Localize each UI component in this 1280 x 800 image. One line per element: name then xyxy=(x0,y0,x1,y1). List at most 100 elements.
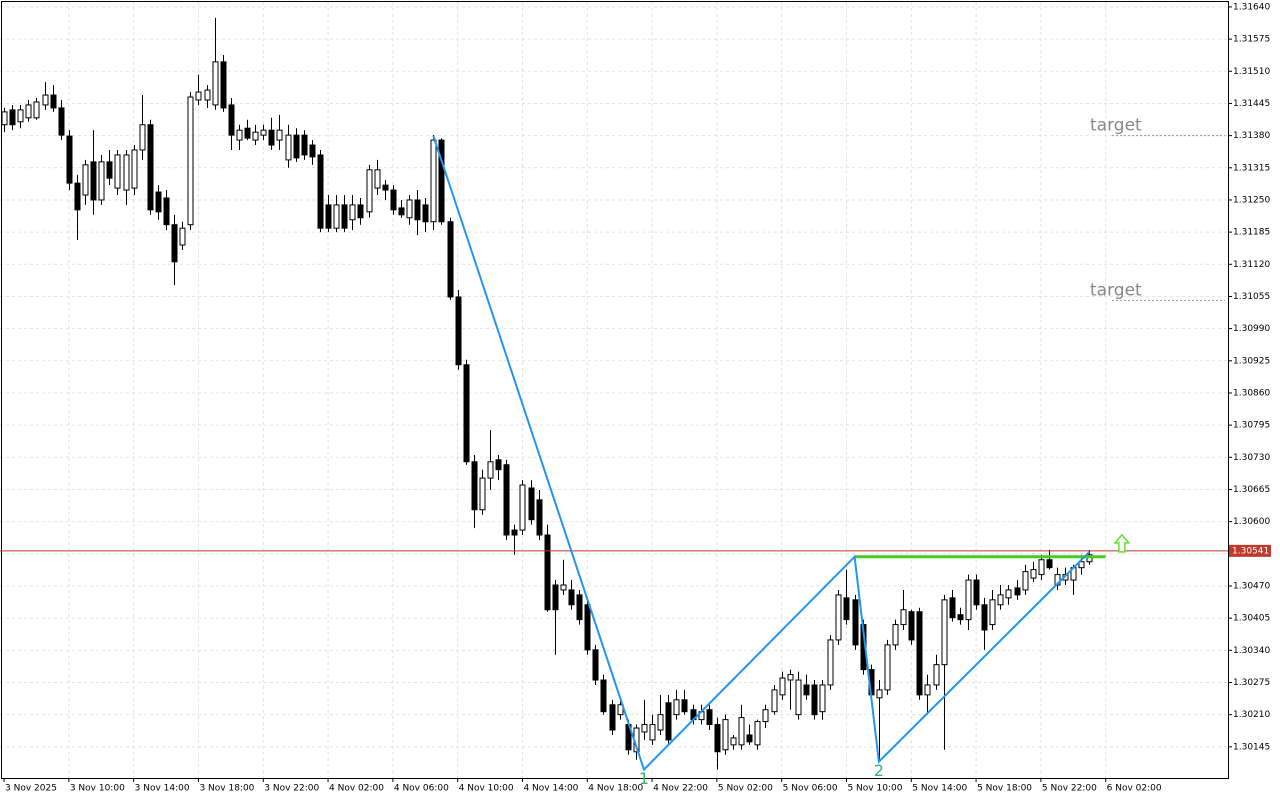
y-tick-label: 1.31055 xyxy=(1233,292,1270,302)
candle-body xyxy=(244,127,251,139)
candle-body xyxy=(252,131,259,141)
candle-body xyxy=(9,109,16,126)
candle-body xyxy=(900,609,907,626)
candle-body xyxy=(341,204,348,229)
candle-body xyxy=(706,709,713,726)
grid-layer xyxy=(0,2,1228,778)
candle-body xyxy=(293,134,300,159)
target-label: target xyxy=(1090,280,1142,300)
target-label: target xyxy=(1090,116,1142,136)
y-tick-label: 1.30470 xyxy=(1233,581,1270,591)
candle-body xyxy=(787,674,794,681)
candle-body xyxy=(949,597,956,619)
candle-body xyxy=(965,579,972,621)
candle-body xyxy=(50,94,57,109)
y-tick-label: 1.31445 xyxy=(1233,99,1270,109)
candle-body xyxy=(171,224,178,263)
x-tick-label: 3 Nov 22:00 xyxy=(264,784,319,794)
candle-body xyxy=(819,684,826,713)
candle-body xyxy=(479,477,486,511)
candle-body xyxy=(220,61,227,109)
candle-body xyxy=(730,737,737,746)
x-tick-label: 4 Nov 02:00 xyxy=(329,784,384,794)
candle-body xyxy=(1078,561,1085,569)
y-tick-label: 1.31510 xyxy=(1233,67,1270,77)
y-tick-label: 1.31575 xyxy=(1233,35,1270,45)
candle-body xyxy=(438,139,445,223)
candle-body xyxy=(843,597,850,621)
candle-body xyxy=(681,699,688,713)
candle-body xyxy=(738,717,745,746)
candle-body xyxy=(357,204,364,219)
candle-body xyxy=(1038,559,1045,576)
y-tick-label: 1.30405 xyxy=(1233,614,1270,624)
y-tick-label: 1.31185 xyxy=(1233,228,1270,238)
current-price-box xyxy=(1229,544,1271,557)
x-tick-label: 4 Nov 06:00 xyxy=(394,784,449,794)
candle-body xyxy=(463,364,470,463)
candle-body xyxy=(884,644,891,691)
candle-body xyxy=(803,684,810,696)
y-tick-label: 1.30860 xyxy=(1233,388,1270,398)
x-tick-label: 4 Nov 18:00 xyxy=(588,784,643,794)
candle-body xyxy=(147,124,154,211)
plot-frame xyxy=(1,1,1229,779)
candle-body xyxy=(584,604,591,651)
candle-body xyxy=(1030,569,1037,579)
candle-body xyxy=(276,129,283,141)
candle-body xyxy=(212,61,219,106)
signal-arrow xyxy=(1113,533,1131,553)
candle-body xyxy=(592,649,599,681)
y-tick-label: 1.30665 xyxy=(1233,485,1270,495)
candle-body xyxy=(74,182,81,211)
candle-body xyxy=(204,89,211,101)
y-tick-label: 1.30210 xyxy=(1233,710,1270,720)
candle-body xyxy=(852,599,859,646)
x-tick-label: 3 Nov 18:00 xyxy=(199,784,254,794)
candle-body xyxy=(528,487,535,521)
candle-body xyxy=(33,101,40,119)
candle-body xyxy=(722,719,729,751)
candle-body xyxy=(997,594,1004,606)
candle-body xyxy=(447,221,454,298)
candle-body xyxy=(471,461,478,511)
candle-body xyxy=(673,699,680,716)
candle-body xyxy=(422,204,429,223)
candle-body xyxy=(746,734,753,743)
candle-body xyxy=(1046,559,1053,569)
candle-body xyxy=(82,164,89,196)
candle-body xyxy=(609,704,616,731)
pivot-label: 1 xyxy=(639,769,649,788)
y-tick-label: 1.30600 xyxy=(1233,517,1270,527)
x-tick-label: 5 Nov 14:00 xyxy=(912,784,967,794)
candle-body xyxy=(309,144,316,158)
candle-body xyxy=(285,134,292,161)
candle-body xyxy=(811,684,818,716)
candle-body xyxy=(1014,587,1021,596)
candle-body xyxy=(892,624,899,646)
candle-body xyxy=(924,684,931,696)
candle-body xyxy=(114,154,121,189)
candle-body xyxy=(835,594,842,641)
candle-body xyxy=(941,599,948,666)
y-tick-label: 1.30730 xyxy=(1233,453,1270,463)
candle-body xyxy=(1005,589,1012,599)
candle-body xyxy=(58,107,65,136)
candle-body xyxy=(576,594,583,621)
candle-body xyxy=(366,169,373,213)
current-price-label: 1.30541 xyxy=(1232,546,1269,556)
pattern-line xyxy=(432,135,1091,772)
candle-body xyxy=(349,204,356,221)
candle-body xyxy=(560,584,567,591)
candle-body xyxy=(179,227,186,246)
candle-body xyxy=(908,611,915,641)
candle-body xyxy=(568,589,575,606)
candle-body xyxy=(228,104,235,136)
candle-body xyxy=(430,139,437,223)
candle-body xyxy=(25,104,32,119)
y-tick-label: 1.30145 xyxy=(1233,742,1270,752)
candle-body xyxy=(544,534,551,611)
y-tick-label: 1.30990 xyxy=(1233,324,1270,334)
candle-body xyxy=(268,129,275,146)
candle-body xyxy=(519,484,526,531)
